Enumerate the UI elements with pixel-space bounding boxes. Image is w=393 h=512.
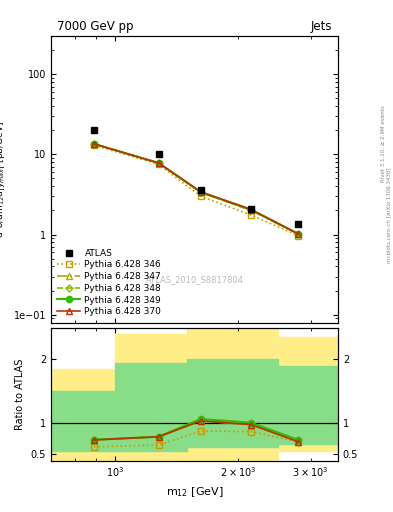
Text: Rivet 3.1.10, ≥ 2.9M events: Rivet 3.1.10, ≥ 2.9M events [381,105,386,182]
Text: 7000 GeV pp: 7000 GeV pp [57,20,133,33]
Text: Jets: Jets [311,20,332,33]
Pythia 6.428 349 [92,141,96,147]
X-axis label: m$_{12}$ [GeV]: m$_{12}$ [GeV] [166,485,223,499]
Line: Pythia 6.428 370: Pythia 6.428 370 [91,141,301,237]
Pythia 6.428 348 [92,141,96,147]
Pythia 6.428 346 [92,142,96,148]
Pythia 6.428 347 [296,231,301,237]
Line: Pythia 6.428 348: Pythia 6.428 348 [92,141,301,237]
Pythia 6.428 348 [249,207,253,214]
Pythia 6.428 370 [156,160,161,166]
Pythia 6.428 370 [198,189,203,195]
Legend: ATLAS, Pythia 6.428 346, Pythia 6.428 347, Pythia 6.428 348, Pythia 6.428 349, P: ATLAS, Pythia 6.428 346, Pythia 6.428 34… [55,247,163,318]
Pythia 6.428 349 [156,160,161,166]
Pythia 6.428 347 [156,160,161,166]
Pythia 6.428 347 [249,207,253,214]
Pythia 6.428 348 [198,189,203,196]
Line: Pythia 6.428 349: Pythia 6.428 349 [91,141,301,237]
Pythia 6.428 349 [249,206,253,212]
Pythia 6.428 346 [249,212,253,218]
ATLAS [296,221,301,227]
Text: ATLAS_2010_S8817804: ATLAS_2010_S8817804 [145,275,244,284]
Pythia 6.428 370 [92,141,96,147]
Pythia 6.428 346 [198,193,203,199]
ATLAS [249,206,253,212]
Pythia 6.428 346 [156,161,161,167]
ATLAS [156,151,161,157]
Pythia 6.428 347 [198,189,203,196]
Text: mcplots.cern.ch [arXiv:1306.3436]: mcplots.cern.ch [arXiv:1306.3436] [387,167,391,263]
Pythia 6.428 348 [156,160,161,166]
Pythia 6.428 346 [296,232,301,239]
Y-axis label: Ratio to ATLAS: Ratio to ATLAS [15,358,25,430]
Line: Pythia 6.428 346: Pythia 6.428 346 [91,142,301,239]
Y-axis label: d$^2\sigma$/dm$_{12}$d|y$_{max}$| [pb/GeV]: d$^2\sigma$/dm$_{12}$d|y$_{max}$| [pb/Ge… [0,121,8,238]
Pythia 6.428 347 [92,141,96,147]
Line: ATLAS: ATLAS [90,126,302,227]
Pythia 6.428 349 [296,231,301,237]
ATLAS [92,127,96,133]
Pythia 6.428 349 [198,189,203,195]
Pythia 6.428 370 [249,206,253,212]
ATLAS [198,187,203,193]
Pythia 6.428 348 [296,231,301,237]
Line: Pythia 6.428 347: Pythia 6.428 347 [91,141,301,237]
Pythia 6.428 370 [296,231,301,237]
